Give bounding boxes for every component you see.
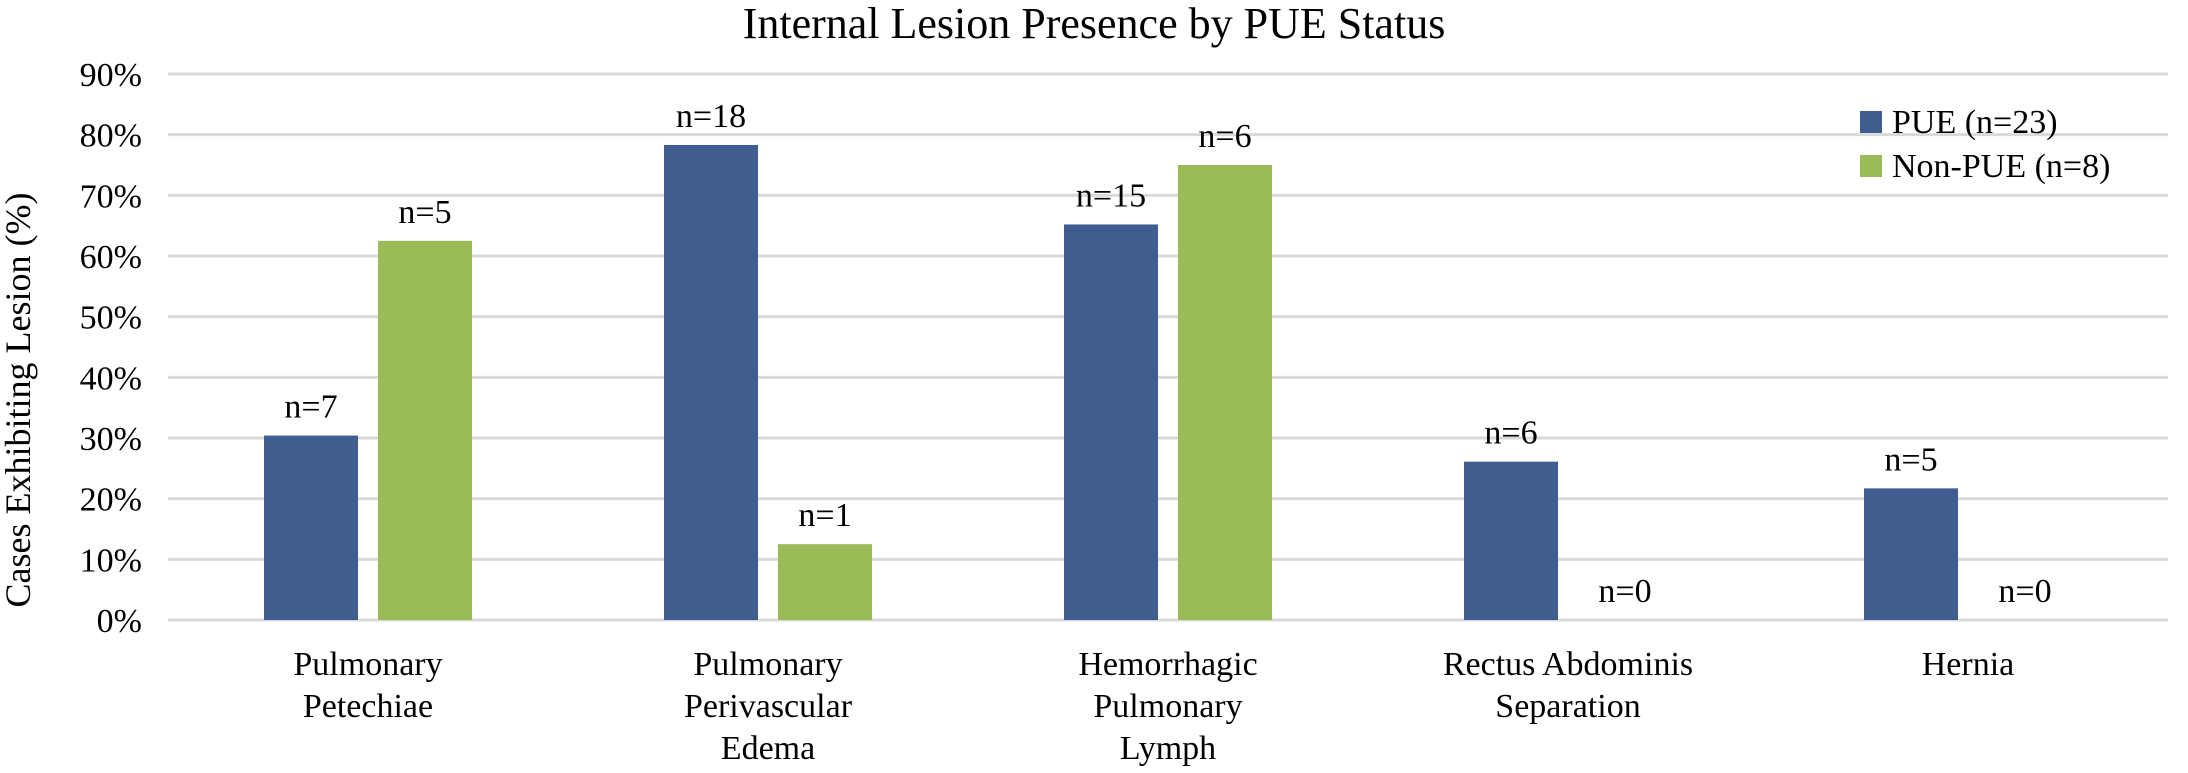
category-label-line: Pulmonary xyxy=(293,646,442,683)
data-label: n=1 xyxy=(798,497,851,534)
bar-non-pue xyxy=(1178,165,1272,620)
y-axis-label: Cases Exhibiting Lesion (%) xyxy=(0,193,38,608)
data-label: n=15 xyxy=(1076,177,1146,214)
data-labels: n=7 n=5 n=18 n=1 n=15 n=6 n=6 n=0 n=5 n=0 xyxy=(284,98,2051,610)
bar-pue xyxy=(264,435,358,620)
y-tick-label: 20% xyxy=(80,482,142,519)
data-label: n=5 xyxy=(1884,441,1937,478)
y-tick-label: 30% xyxy=(80,421,142,458)
bar-non-pue xyxy=(778,544,872,620)
chart-title: Internal Lesion Presence by PUE Status xyxy=(743,0,1446,48)
category-label-line: Pulmonary xyxy=(1093,688,1242,725)
category-label-line: Lymph xyxy=(1120,730,1216,767)
data-label: n=6 xyxy=(1484,415,1537,452)
category-label: Hernia xyxy=(1922,646,2015,683)
bar-pue xyxy=(664,144,758,621)
category-label: Pulmonary Petechiae xyxy=(293,646,442,725)
category-label-line: Perivascular xyxy=(684,688,853,725)
category-label-line: Pulmonary xyxy=(693,646,842,683)
data-label: n=5 xyxy=(398,194,451,231)
category-label-line: Edema xyxy=(721,730,815,767)
bar-pue xyxy=(1464,461,1558,620)
gridlines xyxy=(168,72,2168,622)
data-label: n=0 xyxy=(1998,573,2051,610)
y-axis-ticks: 0% 10% 20% 30% 40% 50% 60% 70% 80% 90% xyxy=(80,57,142,640)
category-label-line: Petechiae xyxy=(303,688,433,725)
bars xyxy=(264,144,1958,621)
bar-pue xyxy=(1864,488,1958,620)
y-tick-label: 0% xyxy=(97,603,142,640)
y-tick-label: 70% xyxy=(80,178,142,215)
legend-label: PUE (n=23) xyxy=(1892,104,2058,141)
legend-swatch xyxy=(1860,111,1882,133)
y-tick-label: 60% xyxy=(80,239,142,276)
category-label-line: Separation xyxy=(1495,688,1640,725)
y-tick-label: 50% xyxy=(80,300,142,337)
y-tick-label: 80% xyxy=(80,118,142,155)
category-label: Hemorrhagic Pulmonary Lymph xyxy=(1078,646,1257,767)
category-label: Rectus Abdominis Separation xyxy=(1443,646,1693,725)
y-tick-label: 10% xyxy=(80,542,142,579)
data-label: n=0 xyxy=(1598,573,1651,610)
category-label-line: Hemorrhagic xyxy=(1078,646,1257,683)
y-tick-label: 90% xyxy=(80,57,142,94)
bar-non-pue xyxy=(378,240,472,621)
data-label: n=18 xyxy=(676,98,746,135)
bar-pue xyxy=(1064,224,1158,620)
data-label: n=7 xyxy=(284,389,337,426)
legend-label: Non-PUE (n=8) xyxy=(1892,148,2110,185)
category-label-line: Rectus Abdominis xyxy=(1443,646,1693,683)
category-label: Pulmonary Perivascular Edema xyxy=(684,646,853,767)
y-tick-label: 40% xyxy=(80,360,142,397)
x-axis-categories: Pulmonary Petechiae Pulmonary Perivascular E… xyxy=(293,646,2014,767)
data-label: n=6 xyxy=(1198,118,1251,155)
legend-swatch xyxy=(1860,155,1882,177)
legend: PUE (n=23) Non-PUE (n=8) xyxy=(1860,104,2110,185)
category-label-line: Hernia xyxy=(1922,646,2015,683)
